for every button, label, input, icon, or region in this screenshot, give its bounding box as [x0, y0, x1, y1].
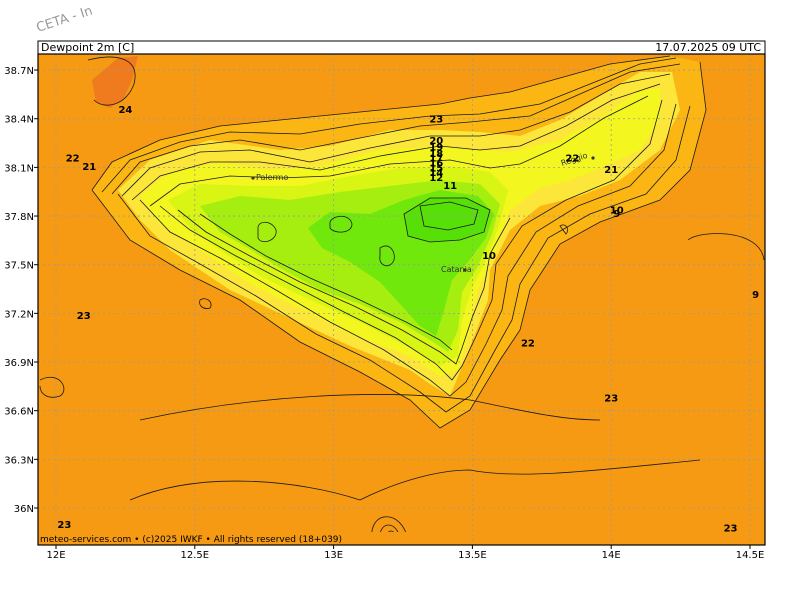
city-marker-catania [463, 268, 467, 272]
contour-label: 16 [429, 159, 443, 170]
lat-tick-label: 36.3N [4, 455, 34, 466]
contour-label: 14 [429, 168, 443, 179]
lon-tick-label: 13E [324, 550, 343, 561]
contour-label: 20 [429, 136, 443, 147]
lat-tick-label: 38.4N [4, 115, 34, 126]
contour-value-labels: 2423232323232323232222222222212121212120… [57, 105, 800, 534]
contour-label: 23 [796, 126, 800, 137]
contour-label: 22 [66, 154, 80, 165]
contour-label: 22 [565, 154, 579, 165]
footer-band [38, 532, 458, 544]
lat-tick-label: 36.6N [4, 407, 34, 418]
city-marker-palermo [251, 176, 255, 180]
contour-label: 9 [752, 290, 759, 301]
lat-tick-label: 36.9N [4, 358, 34, 369]
lon-tick-label: 12E [46, 550, 65, 561]
lat-tick-label: 38.7N [4, 66, 34, 77]
fill-7 [404, 198, 490, 242]
lon-tick-label: 13.5E [458, 550, 487, 561]
city-label-palermo: Palermo [256, 173, 288, 182]
lon-tick-label: 14E [602, 550, 621, 561]
contour-label: 11 [443, 181, 457, 192]
valid-time: 17.07.2025 09 UTC [655, 41, 761, 54]
contour-label: 18 [429, 149, 443, 160]
contour-label: 23 [429, 115, 443, 126]
plot-frame [37, 53, 766, 546]
contour-lines [39, 55, 765, 541]
contour-label: 21 [82, 162, 96, 173]
longitude-axis: 12E12.5E13E13.5E14E14.5E15E15.5E16E16.5E… [46, 545, 765, 561]
latitude-axis: 38.7N 38.4N 38.1N 37.8N 37.5N 37.2N 36.9N 36.6N… [4, 66, 38, 515]
contour-label: 23 [57, 520, 71, 531]
lat-tick-label: 37.5N [4, 261, 34, 272]
contour-label: 10 [610, 206, 624, 217]
contour-label: 24 [118, 105, 132, 116]
contour-label: 12 [429, 173, 443, 184]
contour-label: 22 [521, 339, 535, 350]
parameter-title: Dewpoint 2m [C] [41, 41, 134, 54]
fill-24 [92, 56, 138, 108]
lat-tick-label: 38.1N [4, 163, 34, 174]
lat-tick-label: 37.8N [4, 212, 34, 223]
lat-tick-label: 37.2N [4, 309, 34, 320]
map-field: Palermo Catania Reggio 24232323232323232… [38, 54, 800, 545]
city-marker-reggio [591, 156, 595, 160]
contour-label: 19 [429, 142, 443, 153]
copyright-footer: meteo-services.com • (c)2025 IWKF • All … [40, 535, 342, 545]
lon-tick-label: 14.5E [736, 550, 765, 561]
city-label-catania: Catania [441, 265, 472, 274]
contour-label: 23 [724, 523, 738, 534]
lon-tick-label: 12.5E [181, 550, 210, 561]
watermark-text: CETA - In [35, 4, 95, 36]
contour-label: 15 [429, 163, 443, 174]
contour-label: 21 [604, 165, 618, 176]
graticule [38, 54, 765, 545]
contour-label: 9 [613, 209, 620, 220]
contour-label: 17 [429, 154, 443, 165]
contour-label: 23 [77, 311, 91, 322]
contour-label: 10 [482, 251, 496, 262]
lat-tick-label: 36N [14, 504, 34, 515]
contour-label: 23 [604, 394, 618, 405]
